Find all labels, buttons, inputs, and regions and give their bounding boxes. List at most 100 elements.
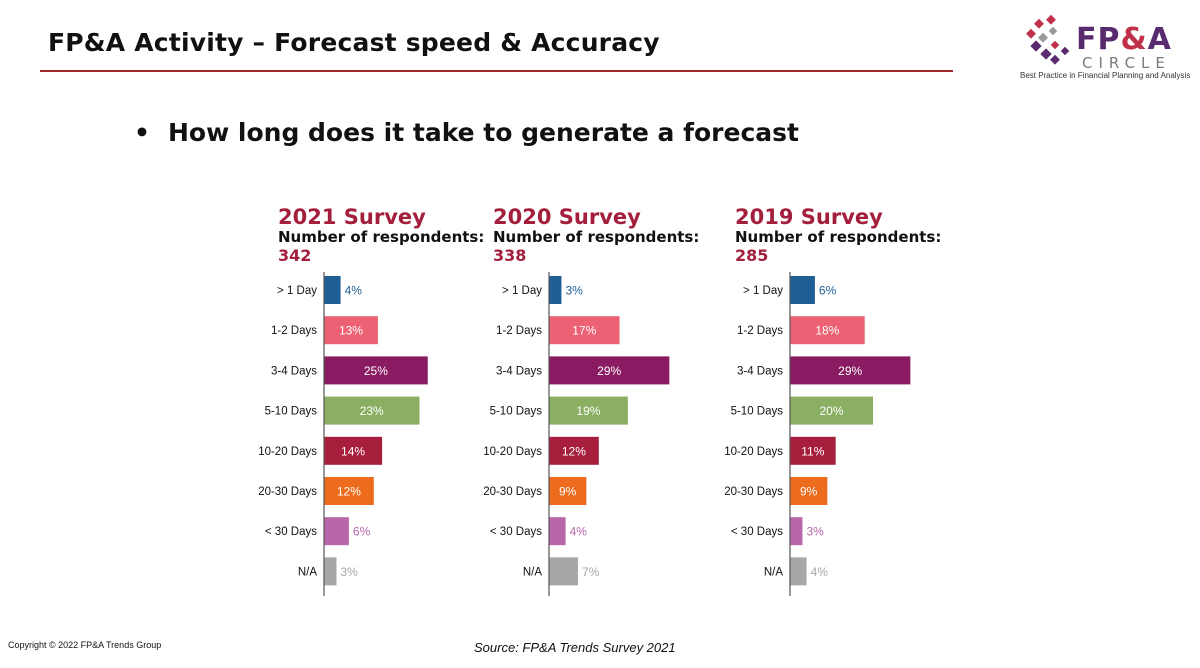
category-label: > 1 Day — [743, 285, 783, 297]
logo-subword: CIRCLE — [1082, 54, 1171, 72]
chart-title-2020: 2020 Survey — [493, 205, 641, 229]
data-label: 23% — [360, 404, 384, 418]
bullet-icon: • — [134, 118, 150, 147]
bar — [790, 436, 836, 465]
category-label: 3-4 Days — [271, 365, 317, 377]
logo-word-fp: FP — [1076, 22, 1121, 57]
bar — [790, 557, 807, 586]
data-label: 19% — [576, 404, 600, 418]
logo-wordmark: FP&A — [1076, 22, 1172, 57]
header-divider — [40, 70, 953, 72]
data-label: 6% — [353, 525, 371, 539]
category-label: < 30 Days — [490, 526, 542, 538]
bar — [324, 477, 374, 505]
data-label: 20% — [819, 404, 843, 418]
data-label: 7% — [582, 565, 600, 579]
bar — [549, 316, 620, 345]
brand-logo: FP&A CIRCLE Best Practice in Financial P… — [1016, 8, 1194, 88]
bar — [549, 477, 587, 505]
bar — [549, 557, 579, 586]
bar — [324, 276, 341, 304]
category-label: < 30 Days — [731, 526, 783, 538]
category-label: 5-10 Days — [731, 406, 784, 418]
category-label: N/A — [764, 566, 784, 578]
bar — [790, 356, 911, 385]
bar — [324, 396, 420, 425]
category-label: 1-2 Days — [737, 325, 783, 337]
data-label: 17% — [572, 324, 596, 338]
data-label: 18% — [815, 324, 839, 338]
logo-mark-icon — [1026, 14, 1070, 65]
category-label: 5-10 Days — [265, 406, 318, 418]
category-label: 3-4 Days — [496, 365, 542, 377]
data-label: 4% — [570, 525, 588, 539]
category-label: 20-30 Days — [724, 486, 783, 498]
bar — [549, 396, 628, 425]
category-label: 20-30 Days — [483, 486, 542, 498]
bar — [790, 517, 803, 546]
data-label: 12% — [337, 485, 361, 499]
category-label: 10-20 Days — [483, 446, 542, 458]
category-label: N/A — [523, 566, 543, 578]
chart-panel-2020: > 1 Day 3% 1-2 Days 17% 3-4 Days 29% 5-10 Days… — [483, 272, 670, 596]
respondents-count-2021: 342 — [278, 246, 312, 265]
chart-panel-2021: > 1 Day 4% 1-2 Days 13% 3-4 Days 25% 5-10 Days… — [258, 272, 428, 596]
chart-title-2019: 2019 Survey — [735, 205, 883, 229]
data-label: 25% — [364, 364, 388, 378]
bar — [549, 517, 566, 546]
category-label: 1-2 Days — [496, 325, 542, 337]
data-label: 12% — [562, 444, 586, 458]
data-label: 6% — [819, 284, 837, 298]
bar — [324, 557, 337, 586]
data-label: 9% — [800, 485, 818, 499]
respondents-count-2020: 338 — [493, 246, 527, 265]
data-label: 29% — [597, 364, 621, 378]
chart-panel-2019: > 1 Day 6% 1-2 Days 18% 3-4 Days 29% 5-10 Days… — [724, 272, 911, 596]
respondents-label-2020: Number of respondents: — [493, 228, 700, 246]
data-label: 4% — [345, 284, 363, 298]
category-label: < 30 Days — [265, 526, 317, 538]
bar — [324, 316, 378, 345]
logo-tagline: Best Practice in Financial Planning and … — [1020, 71, 1191, 80]
bar — [549, 356, 670, 385]
data-label: 3% — [806, 525, 824, 539]
data-label: 13% — [339, 324, 363, 338]
respondents-count-2019: 285 — [735, 246, 769, 265]
question-bullet: • How long does it take to generate a for… — [134, 118, 799, 147]
respondents-label-2021: Number of respondents: — [278, 228, 485, 246]
category-label: 10-20 Days — [258, 446, 317, 458]
chart-title-2021: 2021 Survey — [278, 205, 426, 229]
data-label: 9% — [559, 485, 577, 499]
copyright-text: Copyright © 2022 FP&A Trends Group — [8, 640, 162, 650]
category-label: 20-30 Days — [258, 486, 317, 498]
data-label: 29% — [838, 364, 862, 378]
source-note: Source: FP&A Trends Survey 2021 — [474, 640, 676, 655]
bar — [790, 477, 828, 505]
logo-word-amp: & — [1120, 22, 1148, 57]
category-label: > 1 Day — [277, 285, 317, 297]
page-title: FP&A Activity – Forecast speed & Accurac… — [48, 28, 660, 57]
respondents-label-2019: Number of respondents: — [735, 228, 942, 246]
bar — [790, 316, 865, 345]
category-label: N/A — [298, 566, 318, 578]
data-label: 3% — [565, 284, 583, 298]
bar — [549, 436, 599, 465]
category-label: > 1 Day — [502, 285, 542, 297]
bar — [324, 517, 349, 546]
logo-word-a: A — [1147, 22, 1172, 57]
bar — [790, 396, 873, 425]
category-label: 1-2 Days — [271, 325, 317, 337]
category-label: 10-20 Days — [724, 446, 783, 458]
bar — [324, 356, 428, 385]
bar — [790, 276, 815, 304]
data-label: 11% — [801, 444, 824, 458]
category-label: 5-10 Days — [490, 406, 543, 418]
data-label: 3% — [340, 565, 358, 579]
category-label: 3-4 Days — [737, 365, 783, 377]
question-text: How long does it take to generate a fore… — [168, 118, 799, 147]
data-label: 4% — [811, 565, 829, 579]
data-label: 14% — [341, 444, 365, 458]
bar — [549, 276, 562, 304]
bar — [324, 436, 383, 465]
